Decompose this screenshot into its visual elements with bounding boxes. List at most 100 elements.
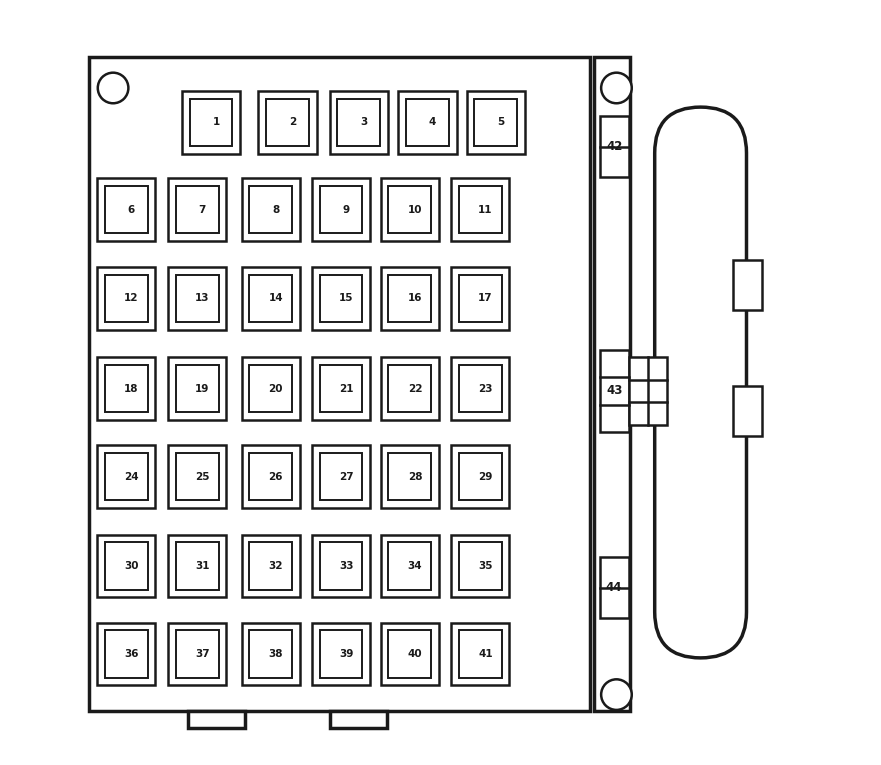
- Bar: [258, 91, 316, 154]
- Text: 24: 24: [124, 471, 138, 482]
- Bar: [459, 186, 501, 233]
- Bar: [329, 711, 387, 728]
- Text: 13: 13: [195, 293, 210, 304]
- Bar: [406, 99, 449, 146]
- Bar: [389, 630, 432, 678]
- Bar: [176, 542, 218, 590]
- Bar: [312, 623, 370, 685]
- Bar: [320, 365, 362, 412]
- Bar: [241, 623, 300, 685]
- Text: 23: 23: [478, 383, 492, 394]
- Text: 21: 21: [339, 383, 353, 394]
- Bar: [459, 542, 501, 590]
- Bar: [176, 275, 218, 322]
- Text: 19: 19: [196, 383, 210, 394]
- Bar: [168, 178, 226, 241]
- Bar: [97, 357, 155, 420]
- Bar: [105, 630, 147, 678]
- Bar: [329, 91, 388, 154]
- Bar: [176, 186, 218, 233]
- Text: 27: 27: [339, 471, 353, 482]
- Bar: [459, 630, 501, 678]
- Bar: [312, 178, 370, 241]
- Bar: [105, 453, 147, 500]
- Text: 38: 38: [269, 649, 283, 659]
- Text: 43: 43: [606, 385, 622, 397]
- Text: 39: 39: [339, 649, 353, 659]
- Text: 14: 14: [269, 293, 283, 304]
- Bar: [168, 267, 226, 330]
- Bar: [600, 350, 629, 432]
- Bar: [105, 186, 147, 233]
- Bar: [105, 365, 147, 412]
- Bar: [249, 453, 292, 500]
- Bar: [168, 623, 226, 685]
- Text: 25: 25: [195, 471, 210, 482]
- Bar: [381, 267, 439, 330]
- Text: 17: 17: [478, 293, 492, 304]
- Text: 33: 33: [339, 561, 353, 571]
- Bar: [459, 365, 501, 412]
- Text: 34: 34: [408, 561, 422, 571]
- Bar: [176, 365, 218, 412]
- Bar: [182, 91, 240, 154]
- Bar: [381, 535, 439, 597]
- Bar: [189, 99, 233, 146]
- Bar: [168, 357, 226, 420]
- Bar: [312, 357, 370, 420]
- Text: 35: 35: [478, 561, 492, 571]
- Bar: [312, 445, 370, 508]
- Text: 11: 11: [478, 204, 492, 215]
- Text: 3: 3: [360, 117, 367, 128]
- Bar: [320, 275, 362, 322]
- Circle shape: [601, 679, 632, 710]
- Bar: [188, 711, 246, 728]
- Text: 44: 44: [606, 581, 622, 594]
- Text: 42: 42: [606, 141, 622, 153]
- Text: 26: 26: [269, 471, 283, 482]
- Bar: [249, 365, 292, 412]
- Bar: [629, 357, 667, 425]
- Bar: [381, 445, 439, 508]
- Bar: [389, 365, 432, 412]
- Text: 1: 1: [212, 117, 219, 128]
- Bar: [600, 557, 629, 618]
- Bar: [398, 91, 456, 154]
- Bar: [241, 267, 300, 330]
- Text: 29: 29: [478, 471, 492, 482]
- Bar: [451, 445, 509, 508]
- Bar: [389, 186, 432, 233]
- Text: 16: 16: [408, 293, 422, 304]
- Bar: [105, 542, 147, 590]
- Bar: [381, 178, 439, 241]
- Bar: [176, 453, 218, 500]
- Bar: [320, 186, 362, 233]
- Bar: [733, 260, 762, 310]
- Bar: [389, 275, 432, 322]
- Bar: [389, 542, 432, 590]
- Bar: [241, 357, 300, 420]
- Bar: [467, 91, 525, 154]
- Bar: [600, 116, 629, 177]
- Bar: [451, 623, 509, 685]
- Bar: [320, 453, 362, 500]
- Bar: [168, 535, 226, 597]
- Bar: [249, 542, 292, 590]
- Bar: [241, 178, 300, 241]
- Bar: [97, 445, 155, 508]
- Bar: [381, 623, 439, 685]
- Bar: [249, 630, 292, 678]
- Text: 32: 32: [269, 561, 283, 571]
- Text: 41: 41: [478, 649, 492, 659]
- Text: 37: 37: [195, 649, 210, 659]
- Text: 20: 20: [269, 383, 283, 394]
- Text: 15: 15: [339, 293, 353, 304]
- Bar: [594, 57, 630, 711]
- Bar: [97, 535, 155, 597]
- Bar: [381, 357, 439, 420]
- Bar: [389, 453, 432, 500]
- Bar: [320, 630, 362, 678]
- Text: 8: 8: [272, 204, 279, 215]
- FancyBboxPatch shape: [655, 107, 746, 658]
- Text: 22: 22: [408, 383, 422, 394]
